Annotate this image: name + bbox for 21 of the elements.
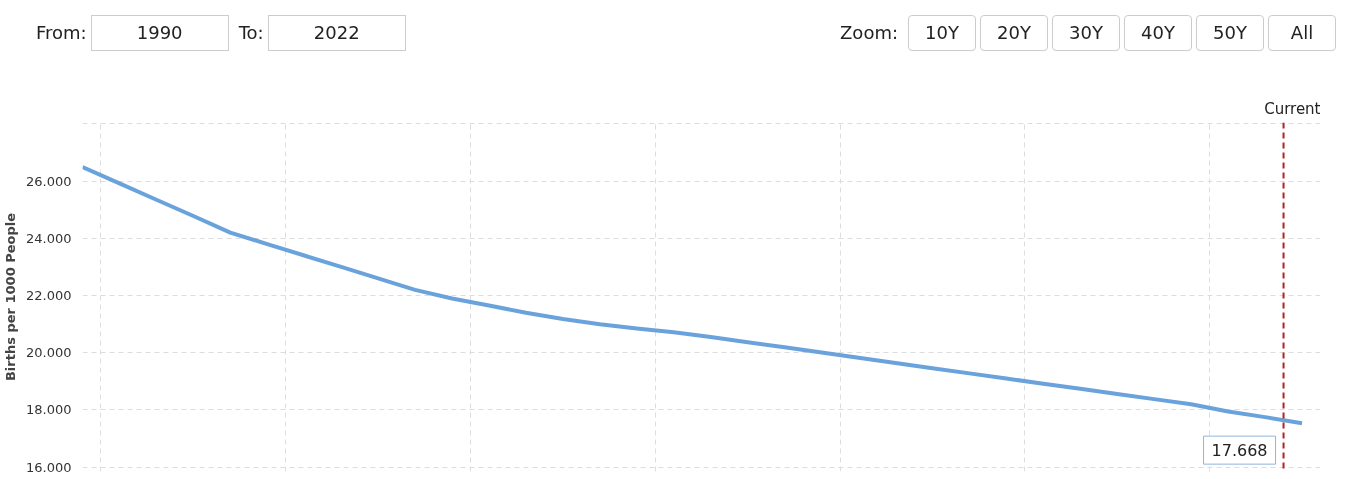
text: 10Y bbox=[908, 15, 976, 51]
text: 20Y bbox=[980, 15, 1048, 51]
y-tick-label: 24.000 bbox=[26, 230, 72, 246]
text: Zoom: bbox=[840, 22, 898, 43]
text: 50Y bbox=[1196, 15, 1264, 51]
text: 40Y bbox=[1124, 15, 1192, 51]
text: To: bbox=[238, 22, 264, 43]
text: 2022 bbox=[267, 15, 406, 51]
y-tick-label: 22.000 bbox=[26, 288, 72, 304]
y-tick-label: 20.000 bbox=[26, 345, 72, 361]
y-axis-title: Births per 1000 People bbox=[3, 212, 19, 382]
text: Current bbox=[1264, 99, 1321, 118]
text: 30Y bbox=[1052, 15, 1120, 51]
annotation: 17.668 bbox=[1211, 441, 1268, 461]
y-tick-label: 26.000 bbox=[26, 173, 72, 189]
text: All bbox=[1268, 15, 1336, 51]
y-tick-label: 18.000 bbox=[26, 402, 72, 418]
line-series bbox=[82, 165, 1305, 426]
y-tick-label: 16.000 bbox=[26, 459, 72, 475]
text: 1990 bbox=[90, 15, 229, 51]
text: From: bbox=[36, 22, 87, 43]
